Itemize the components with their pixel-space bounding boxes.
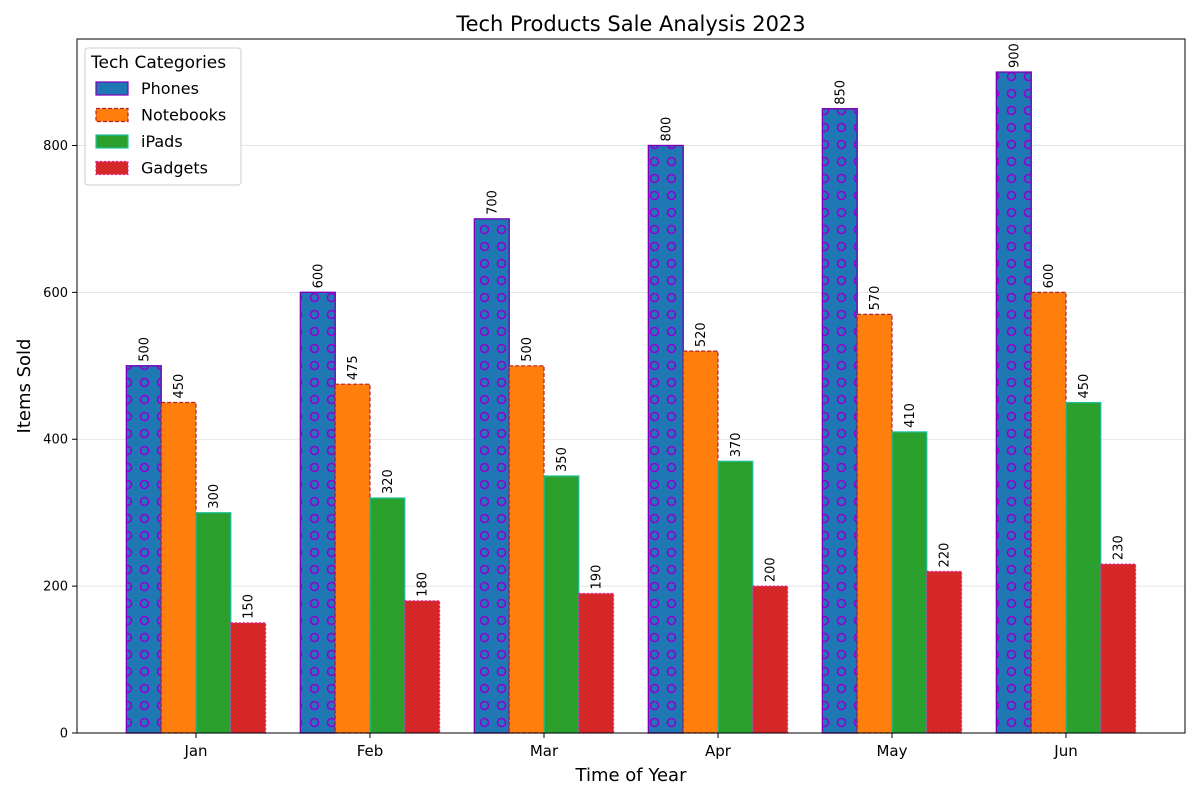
bar-hatch-overlay: [473, 218, 510, 734]
legend-title: Tech Categories: [90, 53, 226, 73]
y-tick-label: 200: [43, 580, 68, 595]
bar-ipads-jun: [1065, 401, 1102, 734]
bar-notebooks-may: [856, 313, 893, 734]
legend-label-gadgets: Gadgets: [141, 159, 208, 178]
plot-area-frame: [76, 38, 1186, 734]
x-tick-label: Feb: [357, 742, 384, 760]
y-tick-label: 600: [43, 286, 68, 301]
legend-swatch-ipads: [95, 134, 129, 149]
data-label-phones: 850: [833, 80, 848, 105]
chart-title: Tech Products Sale Analysis 2023: [455, 12, 805, 36]
bar-hatch-overlay: [995, 71, 1032, 734]
legend-label-notebooks: Notebooks: [141, 106, 226, 125]
x-tick-label: May: [876, 742, 907, 760]
legend-swatch-notebooks: [95, 107, 129, 123]
data-label-notebooks: 520: [694, 322, 709, 347]
bar-gadgets-mar: [578, 592, 615, 734]
y-axis-label: Items Sold: [14, 339, 35, 434]
bar-hatch-overlay: [299, 291, 336, 734]
bar-notebooks-apr: [682, 350, 719, 734]
legend-swatch-gadgets: [95, 160, 129, 176]
bar-ipads-jan: [195, 512, 232, 734]
data-label-gadgets: 150: [242, 594, 257, 619]
legend-label-phones: Phones: [141, 79, 199, 98]
x-tick-label: Mar: [530, 742, 559, 760]
data-label-gadgets: 230: [1112, 535, 1127, 560]
bar-gadgets-jan: [230, 622, 267, 734]
data-label-ipads: 320: [381, 469, 396, 494]
bar-hatch-overlay: [821, 108, 858, 734]
legend: Tech Categories Phones Notebooks iPads Gadg…: [84, 47, 242, 186]
data-label-gadgets: 200: [764, 557, 779, 582]
bar-gadgets-feb: [404, 600, 441, 734]
data-label-phones: 600: [311, 264, 326, 289]
bar-ipads-mar: [543, 475, 580, 734]
data-label-phones: 800: [659, 117, 674, 142]
bar-hatch-overlay: [125, 365, 162, 734]
bar-gadgets-may: [926, 570, 963, 734]
bar-gadgets-jun: [1100, 563, 1137, 734]
data-label-gadgets: 220: [938, 543, 953, 568]
data-label-ipads: 410: [903, 403, 918, 428]
legend-label-ipads: iPads: [141, 132, 183, 151]
data-label-ipads: 370: [729, 432, 744, 457]
bars: [125, 71, 1137, 734]
x-tick-label: Jun: [1053, 742, 1077, 760]
legend-swatch-phones: [95, 81, 129, 96]
bar-notebooks-jan: [160, 401, 197, 734]
data-label-notebooks: 600: [1042, 264, 1057, 289]
x-tick-label: Jan: [183, 742, 207, 760]
bar-notebooks-mar: [508, 365, 545, 734]
bar-notebooks-jun: [1030, 291, 1067, 734]
bar-notebooks-feb: [334, 383, 371, 734]
data-label-gadgets: 180: [416, 572, 431, 597]
y-tick-label: 400: [43, 433, 68, 448]
data-label-notebooks: 450: [172, 374, 187, 399]
x-axis-label: Time of Year: [575, 765, 688, 786]
bar-hatch-overlay: [647, 144, 684, 734]
x-tick-label: Apr: [705, 742, 732, 760]
axis-ticks: 0 200 400 600 800 Jan Feb Mar Apr May Jun: [43, 139, 1078, 760]
data-label-ipads: 350: [555, 447, 570, 472]
data-label-notebooks: 475: [346, 355, 361, 380]
bar-ipads-feb: [369, 497, 406, 734]
data-label-phones: 700: [485, 190, 500, 215]
bar-ipads-apr: [717, 460, 754, 734]
data-label-phones: 500: [137, 337, 152, 362]
data-label-phones: 900: [1007, 43, 1022, 68]
data-label-ipads: 450: [1077, 374, 1092, 399]
data-label-notebooks: 570: [868, 286, 883, 311]
bar-ipads-may: [891, 431, 928, 734]
y-tick-label: 0: [60, 727, 68, 742]
data-labels: 500 450 300 150 600 475 320 180 700 500 350 190 800 5…: [137, 43, 1126, 619]
data-label-notebooks: 500: [520, 337, 535, 362]
y-tick-label: 800: [43, 139, 68, 154]
data-label-ipads: 300: [207, 484, 222, 509]
bar-gadgets-apr: [752, 585, 789, 734]
data-label-gadgets: 190: [590, 565, 605, 590]
